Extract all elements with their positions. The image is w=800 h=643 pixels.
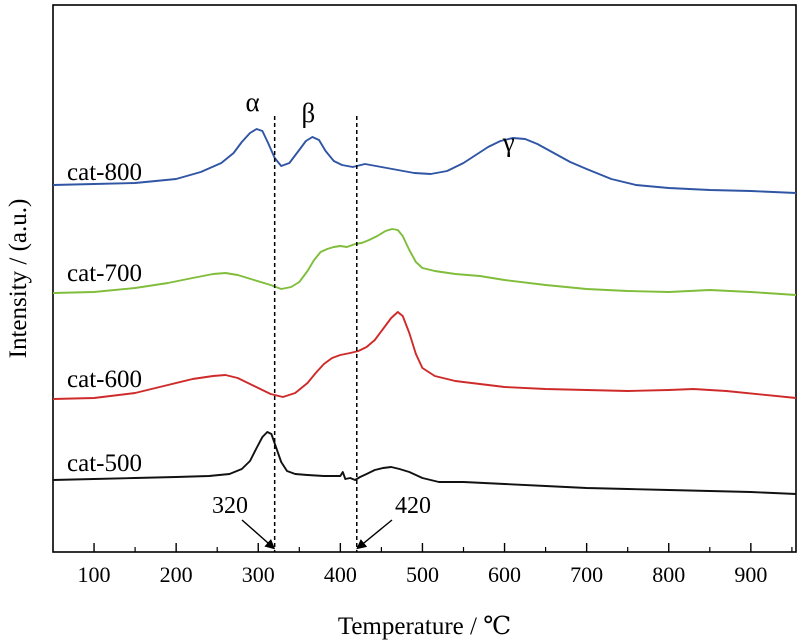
series-line-cat-700 <box>52 228 797 296</box>
series-label-cat-500: cat-500 <box>67 450 142 477</box>
curves-layer <box>52 128 797 495</box>
x-axis-title: Temperature / ℃ <box>338 613 511 640</box>
reference-arrow-420 <box>356 519 393 550</box>
plot-border <box>52 4 797 553</box>
x-tick-label: 500 <box>406 562 439 587</box>
x-tick-label: 300 <box>242 562 275 587</box>
x-tick-label: 200 <box>160 562 193 587</box>
peak-label-β: β <box>302 98 316 128</box>
series-line-cat-500 <box>52 431 797 495</box>
labels-layer: cat-800 cat-700 cat-600 cat-500 α β γ <box>67 87 515 477</box>
series-line-cat-600 <box>52 311 797 400</box>
plot-frame: 100 200 300 400 500 600 700 800 900 <box>52 4 797 587</box>
reference-label-320: 320 <box>212 493 248 519</box>
x-tick-label: 100 <box>78 562 111 587</box>
reference-label-420: 420 <box>395 493 431 519</box>
y-axis-title: Intensity / (a.u.) <box>5 199 32 359</box>
x-tick-label: 700 <box>570 562 603 587</box>
peak-label-γ: γ <box>502 127 515 157</box>
x-tick-label: 900 <box>734 562 767 587</box>
series-line-cat-800 <box>52 128 797 194</box>
x-tick-label: 800 <box>652 562 685 587</box>
series-label-cat-700: cat-700 <box>67 260 142 287</box>
x-tick-label: 400 <box>324 562 357 587</box>
reference-lines-layer: 320 420 <box>212 116 431 552</box>
reference-arrow-320 <box>241 519 276 550</box>
series-label-cat-600: cat-600 <box>67 366 142 393</box>
x-tick-label: 600 <box>488 562 521 587</box>
series-label-cat-800: cat-800 <box>67 159 142 186</box>
peak-label-α: α <box>246 87 260 117</box>
